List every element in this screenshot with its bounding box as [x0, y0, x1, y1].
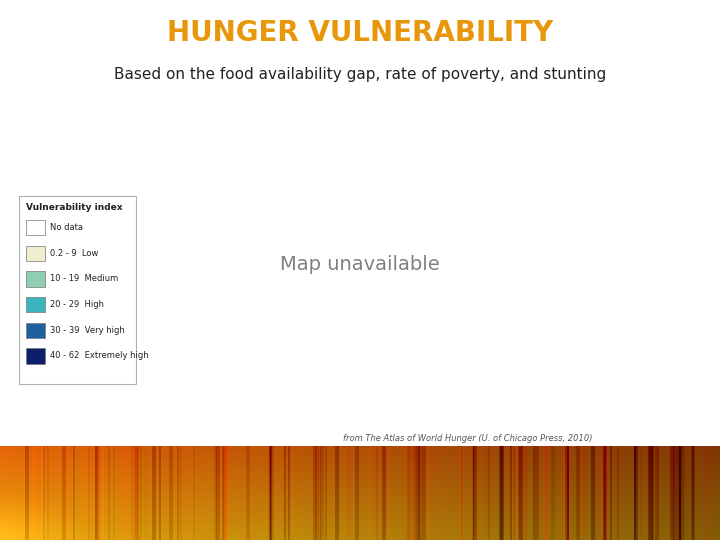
- Text: Vulnerability index: Vulnerability index: [27, 204, 123, 212]
- Text: Map unavailable: Map unavailable: [280, 255, 440, 274]
- FancyBboxPatch shape: [19, 195, 135, 384]
- Text: 0.2 - 9  Low: 0.2 - 9 Low: [50, 249, 99, 258]
- Text: 30 - 39  Very high: 30 - 39 Very high: [50, 326, 125, 335]
- Text: No data: No data: [50, 223, 83, 232]
- Text: from The Atlas of World Hunger (U. of Chicago Press, 2010): from The Atlas of World Hunger (U. of Ch…: [343, 434, 593, 443]
- Text: Based on the food availability gap, rate of poverty, and stunting: Based on the food availability gap, rate…: [114, 68, 606, 83]
- Text: 40 - 62  Extremely high: 40 - 62 Extremely high: [50, 352, 149, 361]
- FancyBboxPatch shape: [27, 297, 45, 313]
- FancyBboxPatch shape: [27, 246, 45, 261]
- FancyBboxPatch shape: [27, 348, 45, 364]
- Text: HUNGER VULNERABILITY: HUNGER VULNERABILITY: [167, 19, 553, 47]
- FancyBboxPatch shape: [27, 220, 45, 235]
- Text: 20 - 29  High: 20 - 29 High: [50, 300, 104, 309]
- FancyBboxPatch shape: [27, 271, 45, 287]
- FancyBboxPatch shape: [27, 322, 45, 338]
- Text: 10 - 19  Medium: 10 - 19 Medium: [50, 274, 118, 284]
